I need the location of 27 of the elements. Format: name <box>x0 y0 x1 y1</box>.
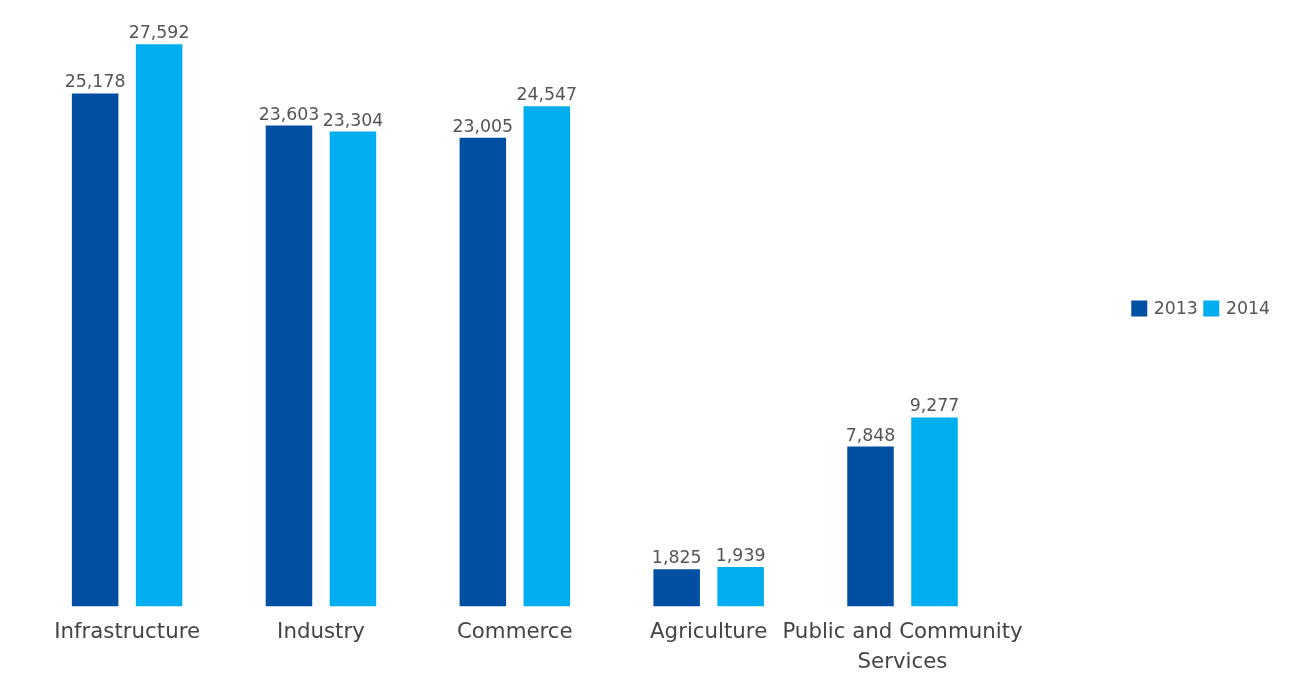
data-label: 1,939 <box>715 544 766 565</box>
data-label: 25,178 <box>64 71 126 92</box>
x-tick-label: Public and Community Services <box>782 617 1023 673</box>
data-label: 1,825 <box>651 547 702 568</box>
data-label: 7,848 <box>845 424 896 445</box>
legend-label: 2013 <box>1153 298 1198 318</box>
bar <box>523 106 571 607</box>
data-label: 23,005 <box>452 115 514 136</box>
bar <box>265 125 313 607</box>
bar <box>911 417 958 607</box>
data-label: 27,592 <box>128 22 190 43</box>
x-tick-label: Commerce <box>456 617 573 643</box>
bar <box>459 137 507 607</box>
legend-label: 2014 <box>1225 298 1270 318</box>
bar <box>135 44 183 607</box>
bar <box>329 131 377 607</box>
bar <box>71 93 119 607</box>
data-label: 23,603 <box>258 103 320 124</box>
data-label: 23,304 <box>322 109 384 130</box>
data-label: 9,277 <box>909 395 960 416</box>
bar <box>717 566 764 607</box>
data-label: 24,547 <box>516 84 578 105</box>
x-tick-label: Agriculture <box>650 617 768 643</box>
x-tick-label: Industry <box>277 617 365 643</box>
bar <box>653 569 700 607</box>
bar <box>847 446 894 607</box>
x-tick-label: Infrastructure <box>54 617 201 643</box>
